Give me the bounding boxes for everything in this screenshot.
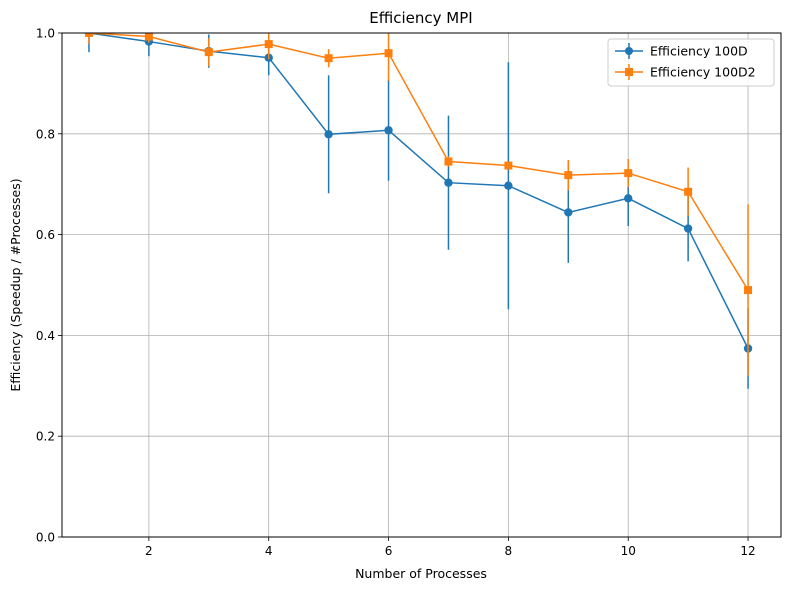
x-tick-label-1: 4 xyxy=(265,544,273,558)
point-series-2-x1 xyxy=(84,33,93,37)
y-axis-label: Efficiency (Speedup / #Processes) xyxy=(8,178,23,391)
legend-item-series-2: Efficiency 100D2 xyxy=(615,64,756,80)
x-axis-label: Number of Processes xyxy=(355,566,487,581)
point-series-2-x6 xyxy=(384,49,393,58)
point-series-2-x4 xyxy=(264,40,273,49)
point-series-1-x7 xyxy=(444,178,453,187)
point-series-2-x2 xyxy=(144,33,153,41)
point-series-2-x12 xyxy=(744,286,753,295)
point-series-1-x11 xyxy=(683,224,693,233)
x-tick-label-3: 8 xyxy=(505,544,513,558)
legend-marker-series-2 xyxy=(625,68,633,76)
x-tick-label-0: 2 xyxy=(145,544,153,558)
plot-frame xyxy=(61,32,782,538)
point-series-1-x8 xyxy=(504,181,513,190)
x-tick-label-4: 10 xyxy=(621,544,636,558)
chart-title: Efficiency MPI xyxy=(369,9,472,27)
point-series-2-x7 xyxy=(444,157,453,166)
axes xyxy=(58,32,782,541)
point-series-2-x10 xyxy=(624,169,633,178)
y-tick-label-3: 0.6 xyxy=(36,228,55,242)
legend-label-series-2: Efficiency 100D2 xyxy=(650,65,756,80)
point-series-2-x9 xyxy=(564,171,573,180)
y-tick-label-1: 0.2 xyxy=(36,430,55,444)
point-series-1-x10 xyxy=(624,194,633,203)
point-series-1-x5 xyxy=(324,130,333,139)
y-tick-label-5: 1.0 xyxy=(36,27,55,41)
legend-label-series-1: Efficiency 100D xyxy=(650,44,748,59)
point-series-1-x9 xyxy=(564,208,573,217)
x-tick-label-5: 12 xyxy=(740,544,755,558)
legend-marker-series-1 xyxy=(625,47,633,55)
y-tick-label-4: 0.8 xyxy=(36,127,55,141)
series-layer xyxy=(84,33,753,389)
legend: Efficiency 100D Efficiency 100D2 xyxy=(607,38,775,87)
y-tick-label-0: 0.0 xyxy=(36,531,55,545)
x-tick-label-2: 6 xyxy=(385,544,393,558)
legend-item-series-1: Efficiency 100D xyxy=(615,43,748,59)
point-series-1-x6 xyxy=(384,126,393,135)
series-line-2 xyxy=(88,33,749,291)
point-series-2-x11 xyxy=(684,187,693,196)
grid-lines xyxy=(62,32,781,538)
point-series-2-x5 xyxy=(324,54,333,63)
y-tick-label-2: 0.4 xyxy=(36,329,55,343)
point-series-2-x8 xyxy=(504,161,513,170)
legend-box xyxy=(607,38,775,87)
tick-labels: 2 4 6 8 10 12 0.0 0.2 0.4 0.6 0.8 1.0 xyxy=(36,27,756,559)
series-2 xyxy=(84,33,753,376)
point-series-2-x3 xyxy=(204,48,213,57)
